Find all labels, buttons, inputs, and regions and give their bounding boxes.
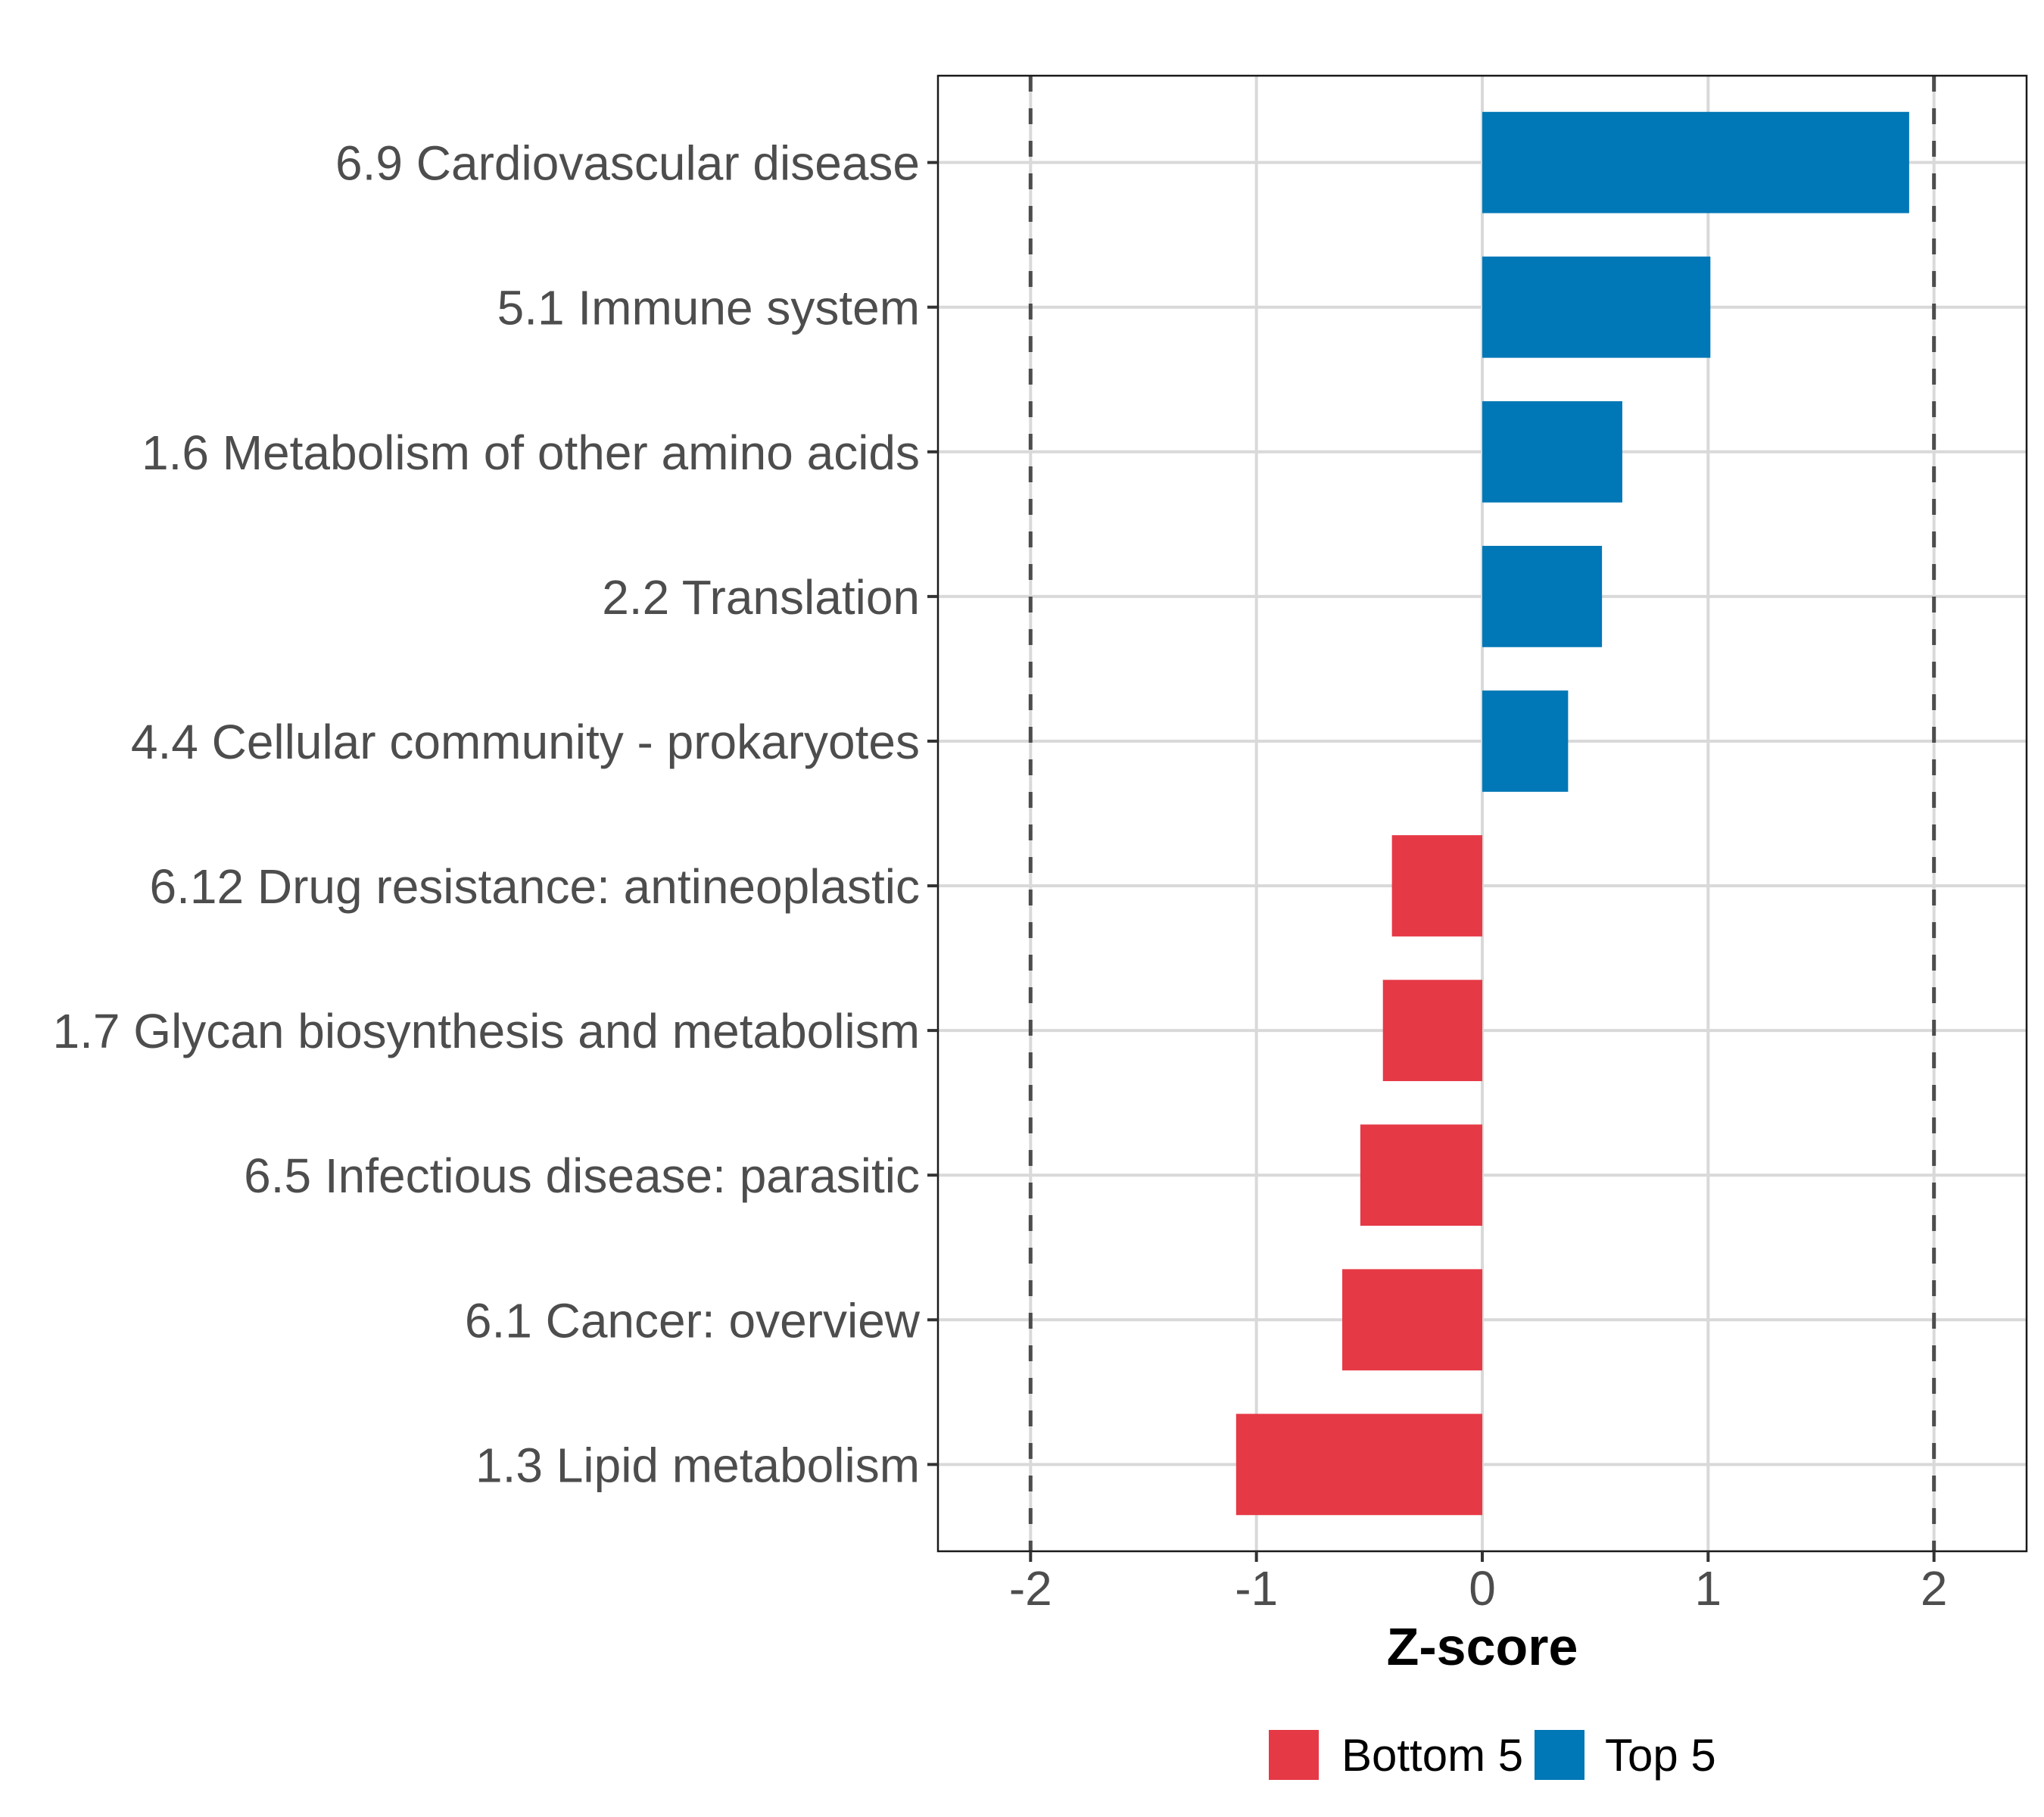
bar	[1342, 1269, 1482, 1371]
legend-label: Bottom 5	[1341, 1730, 1523, 1781]
y-axis: 6.9 Cardiovascular disease 5.1 Immune sys…	[53, 136, 938, 1492]
y-tick-label: 1.6 Metabolism of other amino acids	[142, 425, 920, 480]
legend-swatch	[1535, 1730, 1584, 1780]
x-axis: -2 -1 0 1 2	[1009, 1551, 1948, 1616]
bar	[1482, 690, 1569, 792]
x-tick-label: -2	[1009, 1561, 1052, 1616]
bar	[1482, 400, 1622, 503]
bar	[1360, 1124, 1482, 1226]
bar	[1391, 835, 1482, 937]
bar	[1482, 111, 1909, 213]
legend-swatch	[1269, 1730, 1319, 1780]
y-tick-label: 6.5 Infectious disease: parasitic	[244, 1148, 920, 1203]
y-tick-label: 6.1 Cancer: overview	[465, 1293, 921, 1348]
y-tick-label: 1.3 Lipid metabolism	[475, 1438, 920, 1492]
y-tick-label: 6.9 Cardiovascular disease	[335, 136, 920, 191]
x-axis-title: Z-score	[1387, 1617, 1578, 1676]
y-tick-label: 4.4 Cellular community - prokaryotes	[131, 715, 920, 769]
legend: Bottom 5 Top 5	[1269, 1730, 1716, 1781]
x-tick-label: 2	[1921, 1561, 1948, 1616]
bar	[1482, 256, 1711, 358]
bars	[1235, 111, 1909, 1516]
y-tick-label: 5.1 Immune system	[497, 281, 920, 335]
y-tick-label: 1.7 Glycan biosynthesis and metabolism	[53, 1004, 920, 1058]
legend-label: Top 5	[1605, 1730, 1716, 1781]
x-tick-label: 0	[1469, 1561, 1496, 1616]
x-tick-label: 1	[1695, 1561, 1722, 1616]
bar	[1382, 980, 1482, 1081]
y-tick-label: 6.12 Drug resistance: antineoplastic	[150, 859, 920, 914]
bar	[1482, 546, 1603, 647]
x-tick-label: -1	[1235, 1561, 1278, 1616]
y-tick-label: 2.2 Translation	[602, 570, 920, 625]
bar	[1235, 1413, 1482, 1516]
